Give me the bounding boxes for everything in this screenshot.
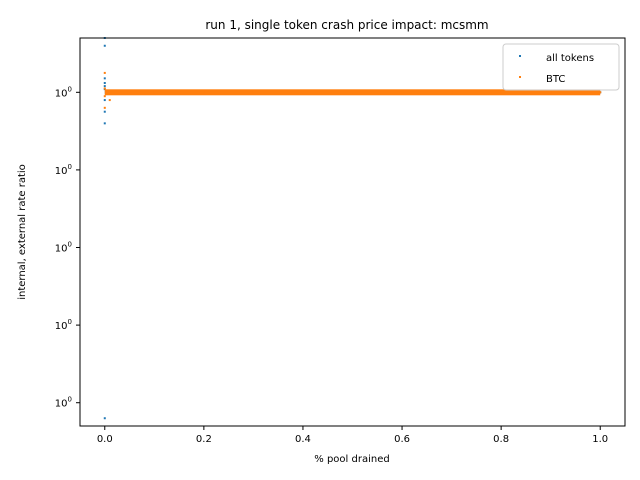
x-tick-label: 0.2 [196, 434, 212, 445]
point-all-tokens [103, 77, 106, 80]
point-all-tokens [103, 99, 106, 102]
point-btc [103, 87, 106, 90]
y-tick-label: 100 [55, 318, 72, 332]
point-btc [103, 106, 106, 109]
point-all-tokens [103, 81, 106, 84]
y-tick-label: 100 [55, 396, 72, 410]
legend: all tokens BTC [502, 43, 620, 91]
legend-marker-all-tokens [519, 55, 521, 57]
point-btc [351, 91, 354, 94]
chart-title: run 1, single token crash price impact: … [205, 18, 488, 32]
point-all-tokens [103, 85, 106, 88]
x-tick-label: 0.6 [394, 434, 410, 445]
x-tick-label: 0.8 [493, 434, 509, 445]
point-all-tokens [103, 44, 106, 47]
legend-label-all-tokens: all tokens [546, 53, 594, 64]
data-marks [103, 37, 602, 420]
point-all-tokens [103, 122, 106, 125]
point-btc [108, 99, 111, 102]
x-axis: 0.0 0.2 0.4 0.6 0.8 1.0 [97, 426, 608, 445]
y-axis: 100 100 100 100 100 [55, 85, 80, 410]
point-btc [599, 91, 602, 94]
point-btc [549, 91, 552, 94]
legend-box [502, 43, 620, 91]
x-tick-label: 0.4 [295, 434, 311, 445]
legend-marker-btc [519, 76, 521, 78]
x-axis-label: % pool drained [314, 454, 389, 465]
y-tick-label: 100 [55, 163, 72, 177]
point-btc [301, 91, 304, 94]
point-all-tokens [103, 110, 106, 113]
x-tick-label: 0.0 [97, 434, 113, 445]
point-btc [450, 91, 453, 94]
series-btc [103, 71, 602, 109]
point-btc [103, 95, 106, 98]
axes-frame [79, 37, 626, 427]
y-axis-label: internal, external rate ratio [17, 164, 28, 300]
legend-label-btc: BTC [546, 74, 565, 85]
point-btc [153, 91, 156, 94]
y-tick-label: 100 [55, 240, 72, 254]
y-tick-label: 100 [55, 85, 72, 99]
point-all-tokens [103, 417, 106, 420]
x-tick-label: 1.0 [592, 434, 608, 445]
plot-area [80, 38, 625, 426]
point-btc [500, 91, 503, 94]
point-btc [252, 91, 255, 94]
point-btc [401, 91, 404, 94]
point-btc [202, 91, 205, 94]
point-btc [103, 71, 106, 74]
